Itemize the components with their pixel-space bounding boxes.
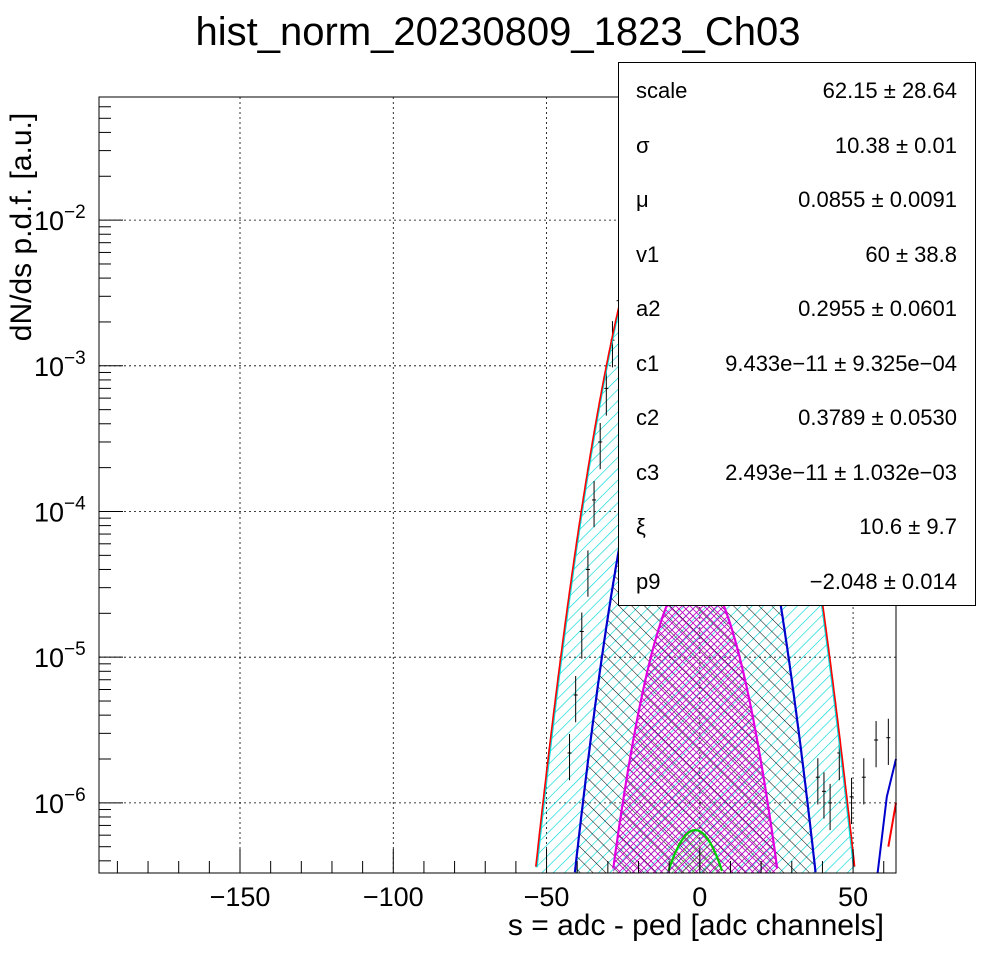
y-tick-label: 10−6 (34, 785, 86, 819)
x-tick-label: 0 (692, 882, 707, 912)
data-point (567, 733, 572, 781)
y-tick-label: 10−4 (34, 493, 86, 527)
data-point (821, 772, 826, 819)
x-tick-label: −50 (524, 882, 570, 912)
stat-name: p9 (636, 568, 661, 594)
stat-row: c2 0.3789 ± 0.0530 (619, 405, 975, 435)
component-curve-3 (667, 829, 724, 872)
stat-value: 0.2955 ± 0.0601 (798, 296, 957, 321)
data-point (874, 721, 879, 768)
stat-value: 0.0855 ± 0.0091 (798, 187, 957, 212)
data-point (828, 783, 833, 831)
x-tick-label: 50 (838, 882, 868, 912)
stat-name: v1 (636, 241, 660, 267)
second-peak-red (887, 802, 897, 847)
data-point (604, 369, 609, 416)
stat-row: a2 0.2955 ± 0.0601 (619, 296, 975, 326)
stat-name: c1 (636, 350, 660, 376)
stat-value: 0.3789 ± 0.0530 (798, 405, 957, 430)
data-point (861, 758, 866, 805)
stat-name: σ (636, 132, 650, 158)
stat-row: v1 60 ± 38.8 (619, 242, 975, 272)
stat-name: ξ (636, 514, 646, 539)
stat-name: μ (636, 187, 649, 212)
data-point (573, 676, 578, 723)
stat-row: μ 0.0855 ± 0.0091 (619, 187, 975, 217)
stat-value: 2.493e−11 ± 1.032e−03 (725, 459, 957, 485)
stat-value: 9.433e−11 ± 9.325e−04 (725, 350, 957, 376)
data-point (849, 777, 854, 825)
stat-value: 10.6 ± 9.7 (859, 514, 957, 539)
stat-value: 62.15 ± 28.64 (822, 78, 957, 103)
x-tick-label: −150 (210, 882, 271, 912)
stat-name: c3 (636, 459, 660, 485)
x-axis-label: s = adc - ped [adc channels] (507, 909, 884, 942)
stat-value: 60 ± 38.8 (865, 241, 957, 267)
stat-row: c3 2.493e−11 ± 1.032e−03 (619, 460, 975, 490)
stat-row: p9 −2.048 ± 0.014 (619, 569, 975, 599)
chart-title: hist_norm_20230809_1823_Ch03 (195, 10, 801, 54)
data-point (592, 480, 597, 528)
stat-name: a2 (636, 296, 661, 321)
y-axis-label: dN/ds p.d.f. [a.u.] (5, 112, 38, 342)
stat-row: ξ 10.6 ± 9.7 (619, 514, 975, 544)
data-point (886, 718, 891, 765)
y-tick-label: 10−2 (34, 202, 86, 236)
data-point (598, 422, 603, 470)
stat-row: σ 10.38 ± 0.01 (619, 133, 975, 163)
stat-name: scale (636, 78, 688, 103)
stat-name: c2 (636, 405, 660, 430)
x-tick-label: −100 (363, 882, 424, 912)
second-peak-blue (876, 758, 897, 874)
stat-value: −2.048 ± 0.014 (809, 568, 957, 594)
fit-stats-box: scale 62.15 ± 28.64 σ 10.38 ± 0.01 μ 0.0855 ±… (618, 62, 976, 606)
data-point (815, 758, 820, 805)
stat-value: 10.38 ± 0.01 (834, 132, 957, 158)
y-tick-label: 10−5 (34, 639, 86, 673)
stat-row: scale 62.15 ± 28.64 (619, 78, 975, 108)
stat-row: c1 9.433e−11 ± 9.325e−04 (619, 351, 975, 381)
data-point (585, 550, 590, 597)
y-tick-label: 10−3 (34, 348, 86, 382)
data-point (579, 612, 584, 659)
